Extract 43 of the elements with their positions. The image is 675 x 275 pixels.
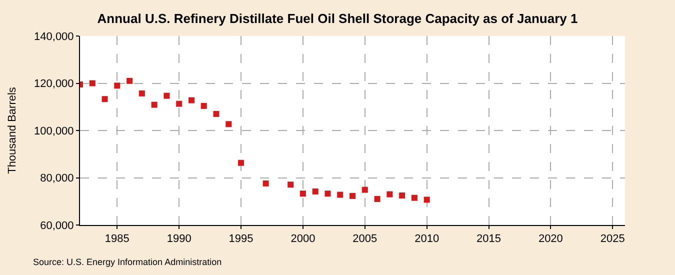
y-tick-label: 100,000 (34, 125, 74, 138)
point (424, 196, 430, 203)
point (411, 194, 418, 201)
point (89, 80, 96, 86)
x-tick-label: 1985 (104, 233, 130, 246)
y-tick-label: 80,000 (40, 172, 74, 185)
x-tick-label: 2005 (352, 233, 378, 246)
point (288, 182, 294, 188)
point (386, 191, 393, 198)
point (226, 121, 232, 128)
point (374, 196, 380, 202)
x-tick-label: 2010 (414, 233, 440, 246)
y-tick-label: 140,000 (34, 30, 74, 43)
y-tick-label: 60,000 (40, 220, 74, 232)
point (300, 190, 306, 197)
point (200, 102, 207, 109)
x-tick-label: 2020 (538, 233, 563, 246)
x-tick-label: 2015 (476, 233, 501, 246)
y-tick-label: 120,000 (34, 78, 74, 90)
point (114, 82, 120, 89)
chart-title: Annual U.S. Refinery Distillate Fuel Oil Shell Storage Capacity as of January 1 (97, 10, 578, 26)
point (362, 186, 368, 193)
point (188, 97, 194, 104)
point (176, 100, 182, 107)
point (312, 188, 318, 194)
point (262, 180, 269, 186)
point (126, 78, 133, 84)
point (102, 96, 108, 102)
point (238, 160, 244, 166)
point (151, 102, 158, 108)
y-axis-title: Thousand Barrels (6, 86, 19, 174)
point (324, 190, 331, 197)
point (399, 192, 406, 198)
x-tick-label: 2000 (290, 233, 316, 246)
x-tick-label: 1995 (228, 233, 254, 246)
point (213, 110, 220, 117)
point (350, 192, 356, 199)
source-note: Source: U.S. Energy Information Administration (33, 257, 222, 267)
point (138, 90, 145, 96)
point (337, 192, 344, 198)
x-tick-label: 2025 (600, 233, 625, 246)
x-tick-label: 1990 (166, 233, 192, 246)
point (164, 92, 170, 99)
